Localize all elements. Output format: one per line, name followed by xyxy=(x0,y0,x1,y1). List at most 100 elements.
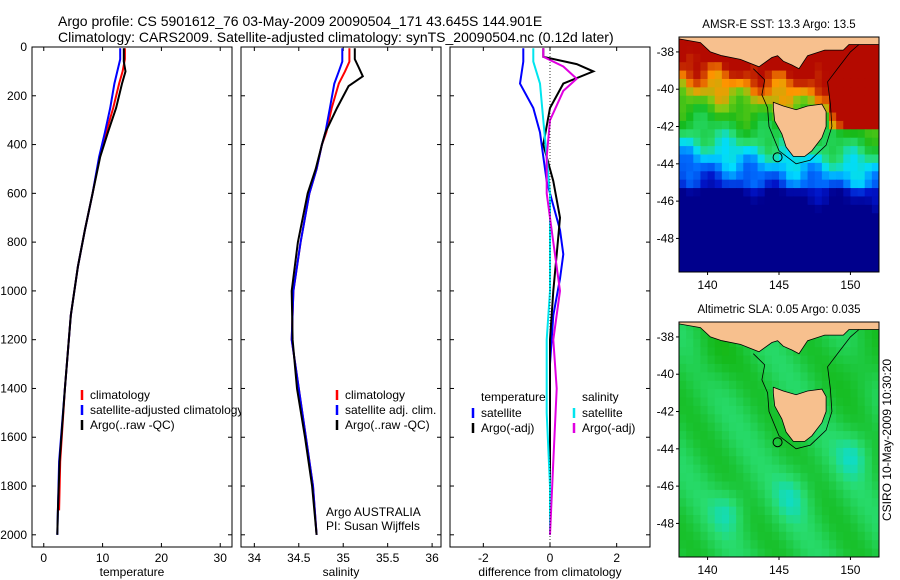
map-cell xyxy=(679,70,687,80)
map-cell xyxy=(707,489,716,499)
map-cell xyxy=(779,246,787,256)
map-cell xyxy=(721,104,730,114)
map-cell xyxy=(679,162,687,172)
map-cell xyxy=(714,456,723,466)
map-cell xyxy=(729,213,737,223)
map-cell xyxy=(779,87,787,97)
attribution-line: PI: Susan Wijffels xyxy=(326,519,420,533)
map-cell xyxy=(807,363,816,373)
map-cell xyxy=(871,481,879,491)
map-cell xyxy=(729,489,737,499)
map-cell xyxy=(793,548,802,557)
map-cell xyxy=(786,548,794,557)
map-cell xyxy=(729,414,737,424)
map-cell xyxy=(871,363,879,373)
sla-map-panel: 140 145 150 -38 -40 -42 -44 -46 -48 Altimetric SL… xyxy=(657,304,880,577)
map-cell xyxy=(786,498,794,508)
map-cell xyxy=(693,221,702,231)
map-cell xyxy=(871,196,879,206)
map-cell xyxy=(864,162,873,172)
map-cell xyxy=(679,37,687,46)
map-cell xyxy=(857,389,866,399)
map-cell xyxy=(729,221,737,231)
map-cell xyxy=(700,171,709,181)
map-cell xyxy=(857,230,866,240)
map-cell xyxy=(686,62,694,72)
map-cell xyxy=(843,246,852,256)
map-cell xyxy=(857,53,866,63)
map-cell xyxy=(850,230,859,240)
map-cell xyxy=(764,473,773,483)
map-cell xyxy=(736,112,744,122)
map-cell xyxy=(700,179,709,189)
map-cell xyxy=(843,506,852,516)
map-cell xyxy=(757,397,766,407)
map-cell xyxy=(729,355,737,365)
map-cell xyxy=(693,355,702,365)
map-title: AMSR-E SST: 13.3 Argo: 13.5 xyxy=(702,19,855,31)
map-cell xyxy=(771,95,780,105)
map-cell xyxy=(843,422,852,432)
map-cell xyxy=(757,120,766,130)
map-cell xyxy=(700,447,709,457)
map-cell xyxy=(843,171,852,181)
map-cell xyxy=(771,246,780,256)
map-cell xyxy=(729,548,737,557)
map-cell xyxy=(864,464,873,474)
legend-label: satellite adj. clim. xyxy=(345,403,436,417)
map-cell xyxy=(836,464,844,474)
map-cell xyxy=(714,263,723,272)
map-cell xyxy=(700,154,709,164)
map-cell xyxy=(843,146,852,156)
map-cell xyxy=(679,204,687,214)
map-cell xyxy=(814,70,823,80)
map-cell xyxy=(836,53,844,63)
x-tick-label: 0 xyxy=(40,551,47,565)
map-cell xyxy=(807,62,816,72)
map-cell xyxy=(850,531,859,541)
map-cell xyxy=(686,489,694,499)
map-cell xyxy=(736,506,744,516)
map-cell xyxy=(750,154,759,164)
map-cell xyxy=(871,120,879,130)
map-cell xyxy=(736,246,744,256)
map-cell xyxy=(871,246,879,256)
map-cell xyxy=(736,213,744,223)
map-cell xyxy=(864,213,873,223)
y-tick-label: 1800 xyxy=(0,479,27,493)
map-cell xyxy=(821,456,830,466)
map-cell xyxy=(679,473,687,483)
map-cell xyxy=(700,120,709,130)
map-cell xyxy=(679,498,687,508)
map-cell xyxy=(743,363,752,373)
y-tick-label: -44 xyxy=(657,157,675,171)
map-cell xyxy=(871,439,879,449)
map-cell xyxy=(729,146,737,156)
map-cell xyxy=(686,439,694,449)
map-cell xyxy=(821,146,830,156)
map-cell xyxy=(729,389,737,399)
map-cell xyxy=(850,405,859,415)
map-cell xyxy=(864,238,873,248)
map-cell xyxy=(757,431,766,441)
map-cell xyxy=(864,355,873,365)
map-cell xyxy=(821,489,830,499)
map-cell xyxy=(736,238,744,248)
map-cell xyxy=(864,363,873,373)
map-cell xyxy=(786,230,794,240)
map-cell xyxy=(729,263,737,272)
map-cell xyxy=(700,363,709,373)
map-cell xyxy=(821,481,830,491)
map-cell xyxy=(750,389,759,399)
map-cell xyxy=(729,422,737,432)
map-cell xyxy=(757,380,766,390)
map-cell xyxy=(736,171,744,181)
map-cell xyxy=(800,380,809,390)
map-cell xyxy=(686,204,694,214)
map-cell xyxy=(864,120,873,130)
map-cell xyxy=(864,204,873,214)
map-cell xyxy=(807,255,816,265)
map-cell xyxy=(721,405,730,415)
map-cell xyxy=(836,62,844,72)
map-cell xyxy=(693,363,702,373)
